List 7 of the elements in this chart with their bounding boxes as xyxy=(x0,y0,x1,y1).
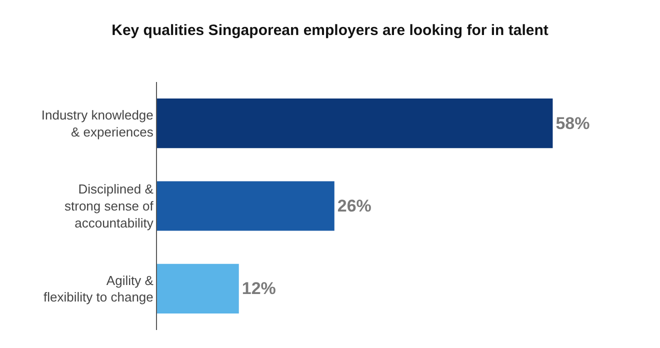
y-tick-label: Disciplined & strong sense of accountability xyxy=(64,182,154,230)
data-label: 26% xyxy=(337,196,372,216)
data-label: 12% xyxy=(242,279,276,298)
chart-title: Key qualities Singaporean employers are looking for in talent xyxy=(112,22,548,39)
y-tick-label: Industry knowledge & experiences xyxy=(41,107,154,140)
y-tick-label: Agility & flexibility to change xyxy=(44,272,154,305)
data-label: 58% xyxy=(556,114,590,133)
